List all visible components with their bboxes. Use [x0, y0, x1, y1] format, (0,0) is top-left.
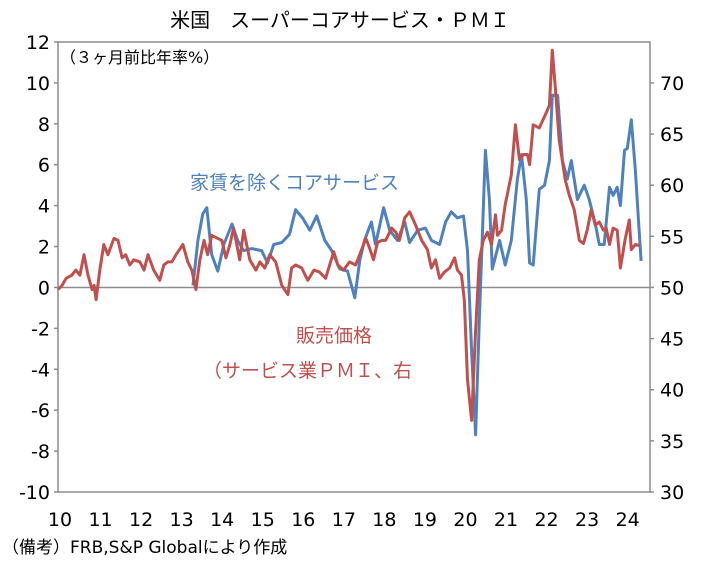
left-tick-label: -8 [31, 441, 50, 463]
x-tick-label: 16 [291, 509, 315, 531]
core-services-line [191, 93, 643, 437]
series-lines [56, 48, 643, 437]
right-tick-label: 50 [660, 277, 684, 299]
right-tick-label: 35 [660, 431, 684, 453]
blue-series-label: 家賃を除くコアサービス [190, 172, 399, 194]
right-tick-label: 55 [660, 226, 684, 248]
right-tick-label: 45 [660, 329, 684, 351]
right-tick-label: 60 [660, 175, 684, 197]
left-tick-label: -4 [31, 359, 50, 381]
source-note: （備考）FRB,S&P Globalにより作成 [2, 538, 287, 558]
right-tick-label: 40 [660, 380, 684, 402]
x-tick-label: 21 [494, 509, 518, 531]
right-y-axis: 70 65 60 55 50 45 40 35 30 [650, 73, 684, 504]
left-tick-label: -10 [19, 482, 50, 504]
left-axis-unit: （３ヶ月前比年率%） [60, 48, 219, 67]
left-tick-label: 12 [26, 32, 50, 54]
left-tick-label: 8 [38, 114, 50, 136]
right-tick-label: 70 [660, 73, 684, 95]
red-series-label-1: 販売価格 [296, 325, 372, 347]
right-tick-label: 65 [660, 124, 684, 146]
plot-area [57, 41, 651, 493]
x-axis: 10 11 12 13 14 15 16 17 18 19 20 21 22 23 24 [48, 509, 640, 531]
red-series-label-2: （サービス業ＰＭＩ、右 [203, 360, 412, 382]
x-tick-label: 24 [616, 509, 640, 531]
x-tick-label: 23 [575, 509, 599, 531]
chart-title: 米国 スーパーコアサービス・ＰＭＩ [170, 8, 510, 32]
x-tick-label: 22 [534, 509, 558, 531]
left-tick-label: 4 [38, 196, 50, 218]
x-tick-label: 15 [251, 509, 275, 531]
x-tick-label: 19 [413, 509, 437, 531]
x-tick-label: 18 [372, 509, 396, 531]
left-tick-label: 0 [38, 277, 50, 299]
x-tick-label: 12 [129, 509, 153, 531]
left-tick-label: -2 [31, 318, 50, 340]
left-tick-label: 6 [38, 155, 50, 177]
x-tick-label: 11 [88, 509, 112, 531]
x-tick-label: 14 [210, 509, 234, 531]
x-tick-label: 17 [332, 509, 356, 531]
x-tick-label: 13 [170, 509, 194, 531]
left-y-axis: 12 10 8 6 4 2 0 -2 -4 -6 -8 -10 [19, 32, 58, 504]
right-tick-label: 30 [660, 482, 684, 504]
left-tick-label: 10 [26, 73, 50, 95]
x-tick-label: 20 [453, 509, 477, 531]
left-tick-label: 2 [38, 237, 50, 259]
left-tick-label: -6 [31, 400, 50, 422]
pmi-price-line [56, 48, 640, 422]
x-tick-label: 10 [48, 509, 72, 531]
